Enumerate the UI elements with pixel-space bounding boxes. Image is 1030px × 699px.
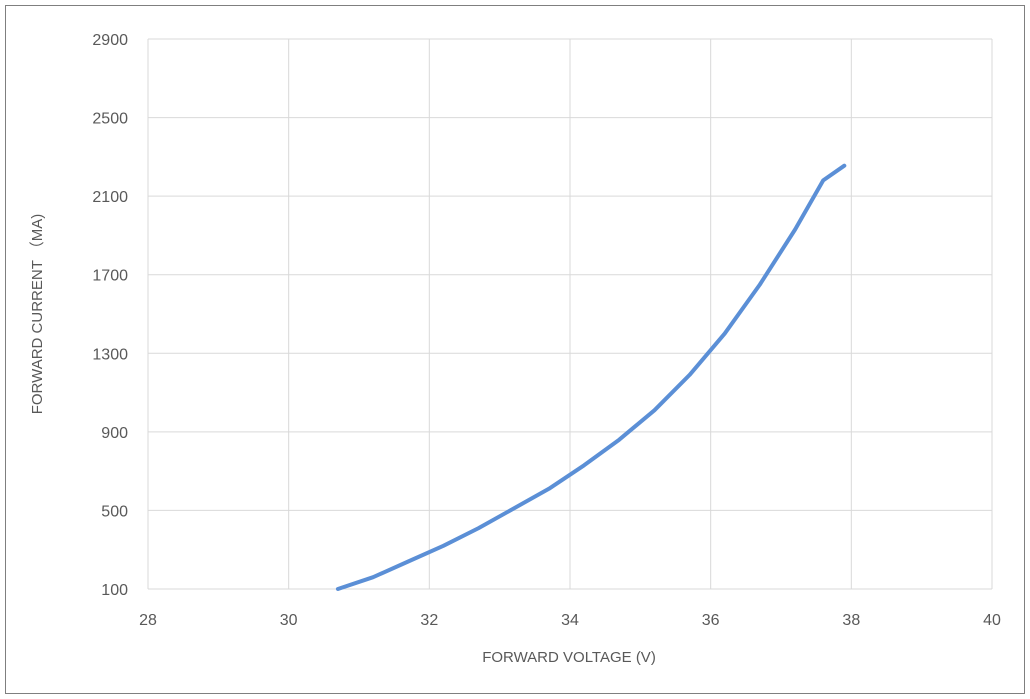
x-tick-label: 36 [702,612,720,629]
x-tick-labels: 28 30 32 34 36 38 40 [139,612,1001,629]
series-line [335,163,847,591]
x-tick-label: 40 [983,612,1001,629]
y-tick-label: 2500 [92,111,128,128]
series-layer [335,163,847,591]
y-tick-label: 1700 [92,268,128,285]
x-tick-label: 28 [139,612,157,629]
x-axis-title: FORWARD VOLTAGE (V) [482,649,656,666]
y-tick-label: 2900 [92,32,128,49]
y-tick-label: 100 [101,582,128,599]
y-tick-label: 1300 [92,346,128,363]
chart-frame [5,5,1025,694]
x-tick-label: 32 [420,612,438,629]
y-tick-label: 2100 [92,189,128,206]
x-tick-label: 30 [280,612,298,629]
y-tick-labels: 100 500 900 1300 1700 2100 2500 2900 [92,32,128,599]
y-tick-label: 500 [101,503,128,520]
x-tick-label: 34 [561,612,579,629]
grid-lines [147,38,993,590]
y-tick-label: 900 [101,425,128,442]
x-tick-label: 38 [842,612,860,629]
y-axis-title: FORWARD CURRENT （MA) [29,214,46,415]
